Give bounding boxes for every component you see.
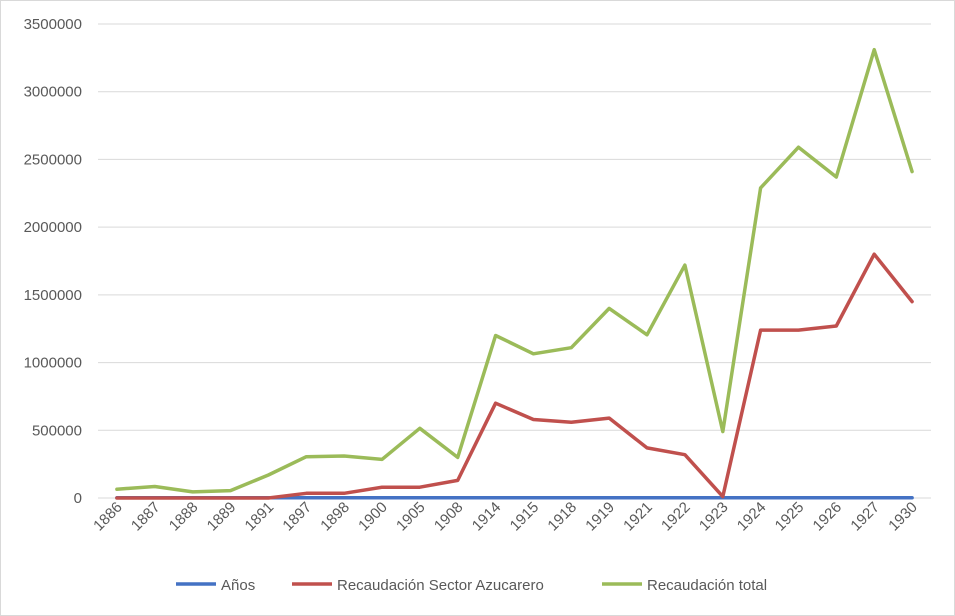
x-tick-label: 1927 bbox=[847, 499, 883, 535]
legend: Años Recaudación Sector Azucarero Recaudac… bbox=[176, 577, 767, 594]
legend-label-0: Años bbox=[221, 577, 255, 594]
x-tick-label: 1930 bbox=[885, 499, 921, 535]
x-tick-label: 1891 bbox=[242, 499, 278, 535]
legend-label-2: Recaudación total bbox=[647, 577, 767, 594]
x-tick-label: 1888 bbox=[166, 499, 202, 535]
series-line-1 bbox=[115, 252, 914, 500]
y-tick-label: 1500000 bbox=[24, 287, 82, 304]
x-tick-label: 1898 bbox=[317, 499, 353, 535]
x-tick-label: 1918 bbox=[545, 499, 581, 535]
series-line-2 bbox=[115, 47, 914, 494]
x-tick-label: 1887 bbox=[128, 499, 164, 535]
x-tick-label: 1908 bbox=[431, 499, 467, 535]
y-tick-label: 2500000 bbox=[24, 151, 82, 168]
x-tick-label: 1886 bbox=[90, 499, 126, 535]
series-lines bbox=[115, 47, 914, 500]
legend-label-1: Recaudación Sector Azucarero bbox=[337, 577, 544, 594]
x-tick-label: 1926 bbox=[810, 499, 846, 535]
x-tick-label: 1921 bbox=[620, 499, 656, 535]
x-tick-label: 1922 bbox=[658, 499, 694, 535]
x-tick-label: 1919 bbox=[582, 499, 618, 535]
x-axis-tick-labels: 1886 1887 1888 1889 1891 1897 1898 1900 1905 1908… bbox=[90, 499, 921, 535]
x-tick-label: 1915 bbox=[507, 499, 543, 535]
y-tick-label: 1000000 bbox=[24, 355, 82, 372]
y-axis-tick-labels: 0 500000 1000000 1500000 2000000 2500000 30000… bbox=[24, 16, 82, 507]
y-tick-label: 3000000 bbox=[24, 84, 82, 101]
y-tick-label: 2000000 bbox=[24, 219, 82, 236]
x-tick-label: 1923 bbox=[696, 499, 732, 535]
x-tick-label: 1925 bbox=[772, 499, 808, 535]
x-tick-label: 1889 bbox=[204, 499, 240, 535]
x-tick-label: 1914 bbox=[469, 499, 505, 535]
y-tick-label: 3500000 bbox=[24, 16, 82, 33]
x-tick-label: 1897 bbox=[279, 499, 315, 535]
y-tick-label: 0 bbox=[74, 490, 82, 507]
x-tick-label: 1900 bbox=[355, 499, 391, 535]
y-tick-label: 500000 bbox=[32, 422, 82, 439]
x-tick-label: 1905 bbox=[393, 499, 429, 535]
x-tick-label: 1924 bbox=[734, 499, 770, 535]
gridlines bbox=[98, 23, 931, 499]
